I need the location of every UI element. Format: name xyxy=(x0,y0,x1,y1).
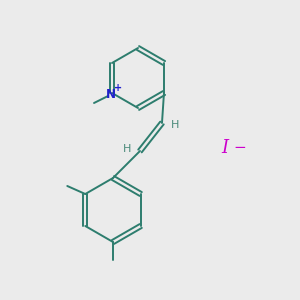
Text: +: + xyxy=(114,83,122,93)
Text: N: N xyxy=(106,88,116,100)
Text: H: H xyxy=(123,144,131,154)
Text: −: − xyxy=(234,140,246,155)
Text: I: I xyxy=(221,139,229,157)
Text: H: H xyxy=(171,120,179,130)
